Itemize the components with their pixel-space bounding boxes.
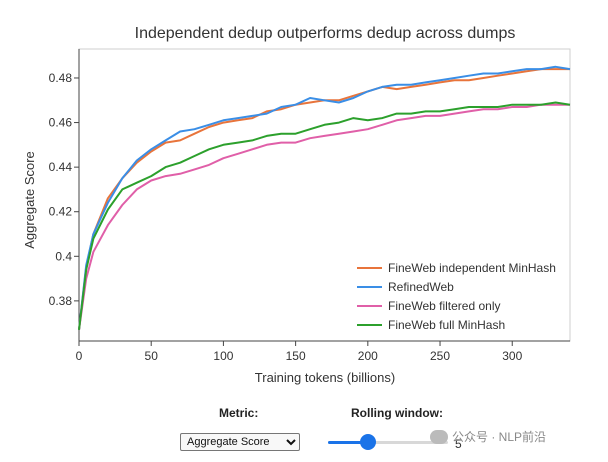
x-tick-label: 50 (145, 349, 159, 363)
rolling-window-track[interactable] (328, 441, 448, 444)
rolling-window-value: 5 (455, 437, 462, 451)
chart: Independent dedup outperforms dedup acro… (22, 25, 571, 385)
x-tick-label: 150 (286, 349, 306, 363)
rolling-window-label: Rolling window: (351, 406, 443, 420)
watermark: 公众号 · NLP前沿 (430, 428, 546, 445)
plot-area (78, 48, 571, 342)
y-axis: 0.38 0.4 0.42 0.44 0.46 0.48 (49, 71, 79, 308)
series-lines (78, 65, 571, 331)
y-tick-label: 0.46 (49, 116, 73, 130)
legend-label: RefinedWeb (388, 280, 454, 294)
watermark-text: 公众号 · NLP前沿 (452, 430, 547, 444)
wechat-icon (430, 429, 448, 444)
plot-frame (78, 48, 571, 342)
x-tick-label: 250 (430, 349, 450, 363)
y-tick-label: 0.44 (49, 160, 73, 174)
series-line-1 (78, 68, 570, 331)
series-line-3 (78, 103, 570, 331)
x-tick-label: 200 (358, 349, 378, 363)
legend-label: FineWeb full MinHash (388, 318, 505, 332)
series-line-2 (78, 65, 571, 331)
legend-label: FineWeb filtered only (388, 299, 501, 313)
x-axis: 0 50 100 150 200 250 300 (76, 341, 523, 363)
legend: FineWeb independent MinHash RefinedWeb Fin… (357, 261, 556, 332)
chart-title: Independent dedup outperforms dedup acro… (135, 25, 516, 42)
x-tick-label: 0 (76, 349, 83, 363)
series-line-4 (78, 101, 571, 331)
y-axis-label: Aggregate Score (22, 151, 37, 249)
metric-label: Metric: (219, 406, 259, 420)
x-tick-label: 100 (213, 349, 233, 363)
rolling-window-fill (328, 441, 368, 444)
y-tick-label: 0.48 (49, 71, 73, 85)
controls: Metric: Aggregate Score Rolling window: … (0, 400, 608, 462)
metric-select[interactable]: Aggregate Score (180, 433, 300, 451)
rolling-window-thumb[interactable] (360, 434, 376, 450)
x-tick-label: 300 (502, 349, 522, 363)
y-tick-label: 0.4 (55, 249, 72, 263)
legend-label: FineWeb independent MinHash (388, 261, 556, 275)
y-tick-label: 0.38 (49, 294, 73, 308)
x-axis-label: Training tokens (billions) (255, 370, 395, 385)
y-tick-label: 0.42 (49, 205, 73, 219)
